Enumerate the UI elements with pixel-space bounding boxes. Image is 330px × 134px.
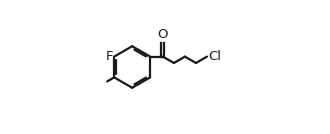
Text: F: F bbox=[105, 50, 113, 63]
Text: Cl: Cl bbox=[208, 50, 221, 63]
Text: O: O bbox=[158, 28, 168, 41]
